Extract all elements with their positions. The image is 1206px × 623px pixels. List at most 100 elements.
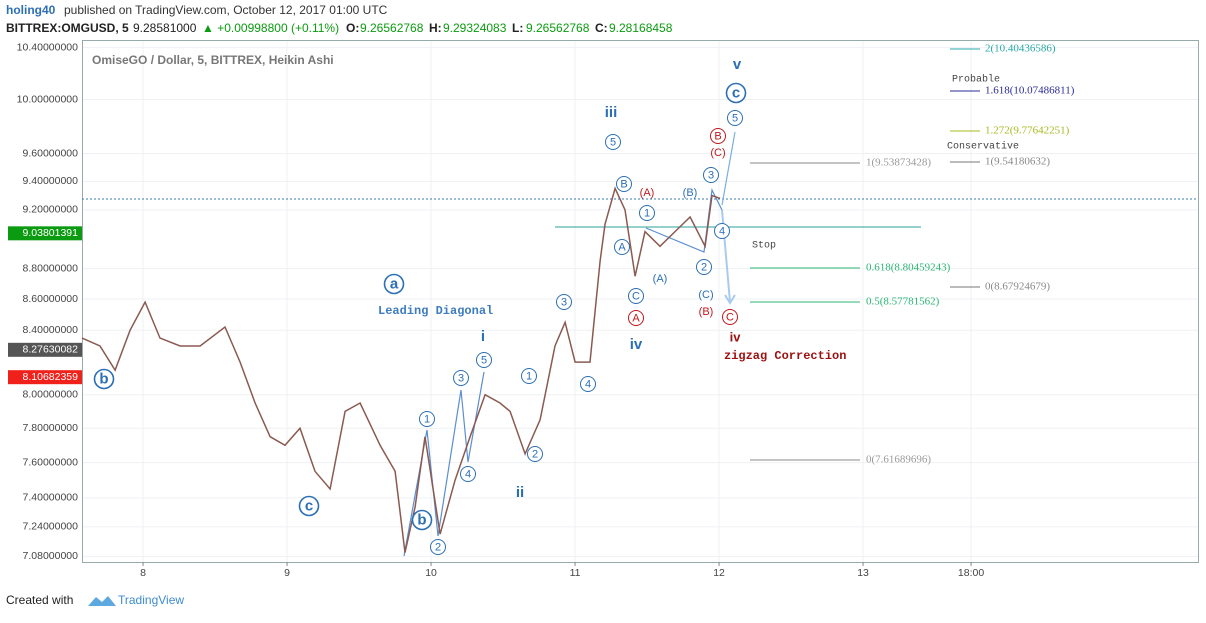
wave-circle — [605, 134, 621, 150]
ohlc-value: 9.26562768 — [360, 21, 424, 35]
wave-label: A — [632, 312, 640, 324]
wave-circle — [411, 509, 433, 531]
ohlc-label: O: — [346, 21, 359, 35]
wave-label: 4 — [465, 468, 471, 480]
annotation: Stop — [752, 241, 776, 252]
x-tick-label: 18:00 — [958, 567, 984, 579]
wave-label: 1 — [526, 370, 532, 382]
price-marker-label: 8.27630082 — [23, 344, 79, 356]
wave-circle — [93, 368, 115, 390]
fib-label: 0(7.61689696) — [866, 454, 931, 466]
wave-label: 3 — [458, 372, 464, 384]
wave-circle — [727, 110, 743, 126]
wave-label: (A) — [653, 273, 668, 285]
wave-circle — [476, 352, 492, 368]
y-tick-label: 8.60000000 — [23, 293, 79, 305]
y-tick-label: 7.08000000 — [23, 550, 79, 562]
wave-circle — [556, 294, 572, 310]
published: published on TradingView.com, October 12… — [64, 3, 388, 17]
wave-label: (B) — [699, 306, 714, 318]
x-tick-label: 8 — [140, 567, 146, 579]
ohlc: O: 9.26562768 H: 9.29324083 L: 9.26562768 C: 9.… — [346, 21, 673, 35]
x-tick-label: 11 — [570, 567, 581, 579]
wave-circle — [614, 239, 630, 255]
price-marker-label: 8.10682359 — [23, 371, 79, 383]
wave-label: 1 — [644, 207, 650, 219]
chart-title: OmiseGO / Dollar, 5, BITTREX, Heikin Ash… — [92, 53, 334, 67]
wave-circle — [628, 310, 644, 326]
author: holing40 — [6, 3, 56, 17]
annotation: Conservative — [947, 141, 1019, 153]
wave-label: c — [305, 497, 313, 514]
x-tick-label: 12 — [713, 567, 725, 579]
wave-circle — [521, 368, 537, 384]
wave-label: B — [620, 178, 627, 190]
fib-lines — [750, 48, 980, 461]
grid — [82, 40, 1198, 562]
wave-circle — [696, 259, 712, 275]
symbol: BITTREX:OMGUSD, 5 — [6, 21, 129, 35]
wave-degree: iv — [630, 336, 643, 353]
wave-line — [403, 371, 485, 557]
wave-label: a — [390, 275, 399, 292]
fib-label: 1(9.53873428) — [866, 157, 931, 169]
fib-label: 1(9.54180632) — [985, 156, 1050, 168]
fib-label: 0(8.67924679) — [985, 281, 1050, 293]
y-tick-label: 10.40000000 — [17, 41, 78, 53]
wave-label: c — [732, 84, 740, 101]
y-tick-label: 8.00000000 — [23, 389, 79, 401]
wave-degree: iv — [730, 329, 742, 344]
plot-frame — [82, 40, 1199, 563]
wave-label: (C) — [698, 289, 713, 301]
price: 9.28581000 — [133, 21, 197, 35]
wave-circle — [430, 539, 446, 555]
wave-label: 2 — [532, 448, 538, 460]
price-marker — [8, 370, 82, 385]
price-line — [81, 186, 721, 553]
wave-label: C — [726, 311, 734, 323]
wave-label: A — [618, 241, 626, 253]
x-tick-label: 10 — [425, 567, 437, 579]
wave-circle — [527, 446, 543, 462]
price-marker-label: 9.03801391 — [23, 227, 79, 239]
wave-label: (A) — [640, 187, 655, 199]
wave-circle — [383, 273, 405, 295]
ohlc-value: 9.26562768 — [526, 21, 590, 35]
wave-circle — [453, 370, 469, 386]
wave-circle — [298, 495, 320, 517]
wave-label: b — [99, 370, 108, 387]
wave-label: C — [632, 290, 640, 302]
wave-label: 4 — [585, 378, 591, 390]
arrow-head — [724, 294, 736, 305]
wave-circle — [710, 128, 726, 144]
x-tick-label: 9 — [284, 567, 290, 579]
x-tick-label: 13 — [857, 567, 869, 579]
wave-label: 5 — [610, 136, 616, 148]
wave-label: 2 — [435, 541, 441, 553]
annotation: Probable — [952, 74, 1000, 86]
ohlc-label: C: — [595, 21, 608, 35]
wave-circle — [639, 205, 655, 221]
wave-label: 5 — [481, 354, 487, 366]
brand[interactable]: TradingView — [118, 593, 184, 607]
wave-circle — [703, 167, 719, 183]
fib-label: 2(10.40436586) — [985, 43, 1056, 55]
fib-label: 0.5(8.57781562) — [866, 296, 940, 308]
wave-label: 4 — [719, 225, 725, 237]
wave-circle — [616, 176, 632, 192]
wave-label: 3 — [561, 296, 567, 308]
wave-circle — [714, 223, 730, 239]
wave-degree: i — [481, 328, 485, 345]
wave-circle — [628, 288, 644, 304]
ohlc-value: 9.28168458 — [609, 21, 673, 35]
wave-label: 2 — [701, 261, 707, 273]
change: ▲ +0.00998800 (+0.11%) — [202, 21, 339, 35]
y-tick-label: 7.40000000 — [23, 492, 79, 504]
wave-circle — [419, 411, 435, 427]
ohlc-value: 9.29324083 — [443, 21, 507, 35]
wave-degree: ii — [516, 484, 524, 501]
y-tick-label: 9.40000000 — [23, 175, 79, 187]
wave-label: 5 — [732, 112, 738, 124]
annotation: Leading Diagonal — [378, 304, 493, 318]
